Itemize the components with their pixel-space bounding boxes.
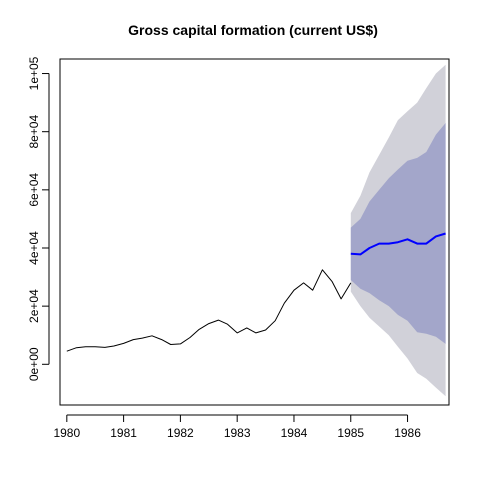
x-tick-label: 1983 bbox=[224, 426, 251, 440]
x-tick-label: 1981 bbox=[110, 426, 137, 440]
y-tick-label: 2e+04 bbox=[27, 289, 41, 323]
x-tick-label: 1986 bbox=[394, 426, 421, 440]
y-tick-label: 8e+04 bbox=[27, 115, 41, 149]
x-axis: 1980 1981 1982 1983 1984 1985 1986 bbox=[53, 414, 421, 440]
chart-title: Gross capital formation (current US$) bbox=[128, 22, 378, 38]
series-line-forecast bbox=[350, 232, 446, 256]
x-tick-label: 1980 bbox=[53, 426, 80, 440]
series-lines bbox=[66, 232, 446, 352]
prediction-intervals bbox=[350, 64, 446, 397]
x-tick-label: 1984 bbox=[281, 426, 308, 440]
y-tick-label: 0e+00 bbox=[27, 347, 41, 381]
x-tick-label: 1985 bbox=[337, 426, 364, 440]
series-line-observed bbox=[66, 269, 352, 352]
y-axis: 0e+00 2e+04 4e+04 6e+04 8e+04 1e+05 bbox=[27, 56, 50, 381]
x-tick-label: 1982 bbox=[167, 426, 194, 440]
interval-band-inner bbox=[350, 123, 446, 344]
plot-frame bbox=[59, 58, 450, 406]
y-tick-label: 4e+04 bbox=[27, 231, 41, 265]
y-tick-label: 1e+05 bbox=[27, 56, 41, 90]
y-tick-label: 6e+04 bbox=[27, 173, 41, 207]
